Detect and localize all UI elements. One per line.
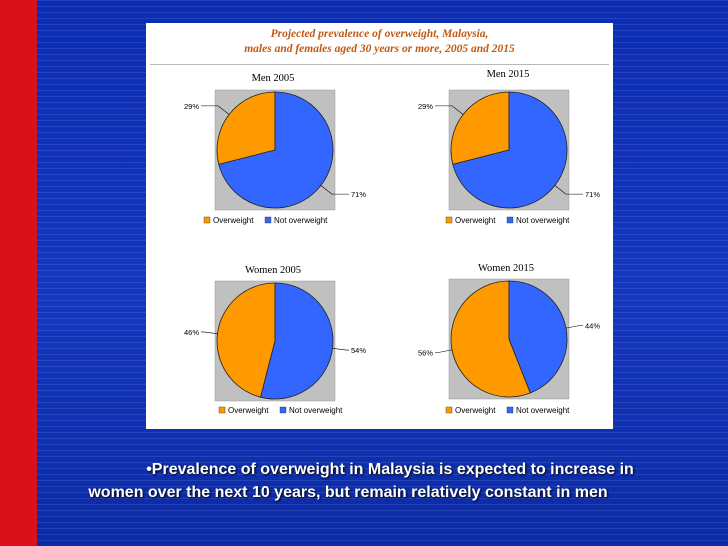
legend-swatch: [506, 216, 514, 224]
pie-chart-1: Men 2005 29% 71% Overweight Not overweight: [184, 73, 366, 225]
legend-swatch: [445, 406, 453, 414]
legend-label: Not overweight: [516, 406, 570, 415]
figure-title-line1: Projected prevalence of overweight, Mala…: [270, 28, 489, 40]
legend-swatch: [445, 216, 453, 224]
data-label: 71%: [351, 190, 366, 199]
caption: •Prevalence of overweight in Malaysia is…: [60, 458, 720, 504]
chart-panel: Projected prevalence of overweight, Mala…: [146, 23, 613, 429]
leader-line: [332, 347, 349, 351]
leader-line: [201, 331, 218, 335]
data-label: 71%: [585, 190, 600, 199]
pie-chart-3: Women 2005 46% 54% Overweight Not overweight: [184, 265, 366, 415]
legend-swatch: [506, 406, 514, 414]
data-label: 29%: [184, 102, 199, 111]
pie-chart-2: Men 2015 29% 71% Overweight Not overweight: [418, 69, 600, 225]
slice-not-overweight: [260, 282, 334, 400]
legend-swatch: [279, 406, 287, 414]
pie-title: Men 2015: [487, 69, 530, 80]
legend-label: Not overweight: [274, 216, 328, 225]
legend-label: Overweight: [228, 406, 269, 415]
legend-swatch: [218, 406, 226, 414]
caption-line1: •Prevalence of overweight in Malaysia is…: [146, 461, 634, 478]
legend-label: Not overweight: [289, 406, 343, 415]
figure-title-line2: males and females aged 30 years or more,…: [244, 43, 515, 55]
leader-line: [435, 349, 453, 353]
legend-label: Overweight: [455, 406, 496, 415]
figure-title: Projected prevalence of overweight, Mala…: [146, 27, 613, 57]
slice-overweight: [450, 280, 531, 398]
legend-swatch: [203, 216, 211, 224]
pie-chart-4: Women 2015 56% 44% Overweight Not overweight: [418, 263, 600, 415]
legend-label: Overweight: [213, 216, 254, 225]
accent-bar: [0, 0, 37, 546]
slice-not-overweight: [218, 91, 334, 209]
legend-label: Overweight: [455, 216, 496, 225]
leader-line: [435, 105, 464, 115]
pie-title: Women 2015: [478, 263, 534, 274]
leader-line: [554, 185, 583, 195]
leader-line: [201, 105, 230, 115]
data-label: 56%: [418, 348, 433, 357]
data-label: 29%: [418, 102, 433, 111]
slice-overweight: [216, 282, 276, 398]
data-label: 44%: [585, 322, 600, 331]
data-label: 46%: [184, 328, 199, 337]
slice-overweight: [450, 91, 510, 165]
data-label: 54%: [351, 346, 366, 355]
slice-not-overweight: [508, 280, 568, 394]
pie-title: Women 2005: [245, 265, 301, 276]
leader-line: [320, 185, 349, 195]
leader-line: [565, 325, 583, 329]
legend-swatch: [264, 216, 272, 224]
slice-overweight: [216, 91, 276, 165]
title-divider: [150, 64, 609, 65]
legend-label: Not overweight: [516, 216, 570, 225]
caption-line2: women over the next 10 years, but remain…: [88, 484, 608, 501]
pie-title: Men 2005: [252, 73, 295, 84]
slice-not-overweight: [452, 91, 568, 209]
